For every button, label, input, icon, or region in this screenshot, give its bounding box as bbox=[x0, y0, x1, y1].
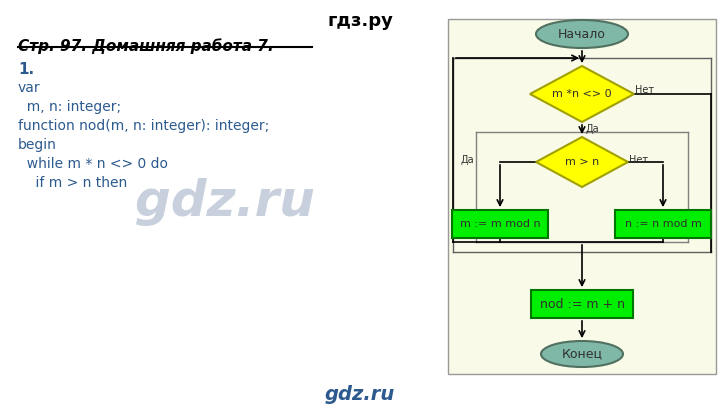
Text: Да: Да bbox=[585, 124, 598, 134]
Text: 1.: 1. bbox=[18, 62, 34, 77]
Ellipse shape bbox=[536, 20, 628, 48]
Text: begin: begin bbox=[18, 138, 57, 152]
FancyBboxPatch shape bbox=[615, 210, 711, 238]
Text: gdz.ru: gdz.ru bbox=[135, 178, 315, 226]
Text: if m > n then: if m > n then bbox=[18, 176, 127, 190]
Text: m > n: m > n bbox=[565, 157, 599, 167]
Polygon shape bbox=[536, 137, 628, 187]
FancyBboxPatch shape bbox=[448, 19, 716, 374]
Text: m := m mod n: m := m mod n bbox=[459, 219, 540, 229]
Text: Конец: Конец bbox=[562, 347, 603, 360]
Text: gdz.ru: gdz.ru bbox=[325, 385, 395, 404]
Text: Да: Да bbox=[460, 155, 474, 165]
Text: var: var bbox=[18, 81, 40, 95]
Text: гдз.ру: гдз.ру bbox=[327, 12, 393, 30]
Text: function nod(m, n: integer): integer;: function nod(m, n: integer): integer; bbox=[18, 119, 269, 133]
Text: n := n mod m: n := n mod m bbox=[624, 219, 701, 229]
FancyBboxPatch shape bbox=[531, 290, 633, 318]
Text: Нет: Нет bbox=[629, 155, 648, 165]
Polygon shape bbox=[530, 66, 634, 122]
FancyBboxPatch shape bbox=[452, 210, 548, 238]
Text: Нет: Нет bbox=[635, 85, 654, 95]
Text: Стр. 97. Домашняя работа 7.: Стр. 97. Домашняя работа 7. bbox=[18, 38, 274, 54]
Ellipse shape bbox=[541, 341, 623, 367]
Text: m *n <> 0: m *n <> 0 bbox=[552, 89, 612, 99]
Text: Начало: Начало bbox=[558, 28, 606, 40]
Text: while m * n <> 0 do: while m * n <> 0 do bbox=[18, 157, 168, 171]
Text: nod := m + n: nod := m + n bbox=[539, 297, 624, 311]
Text: m, n: integer;: m, n: integer; bbox=[18, 100, 121, 114]
